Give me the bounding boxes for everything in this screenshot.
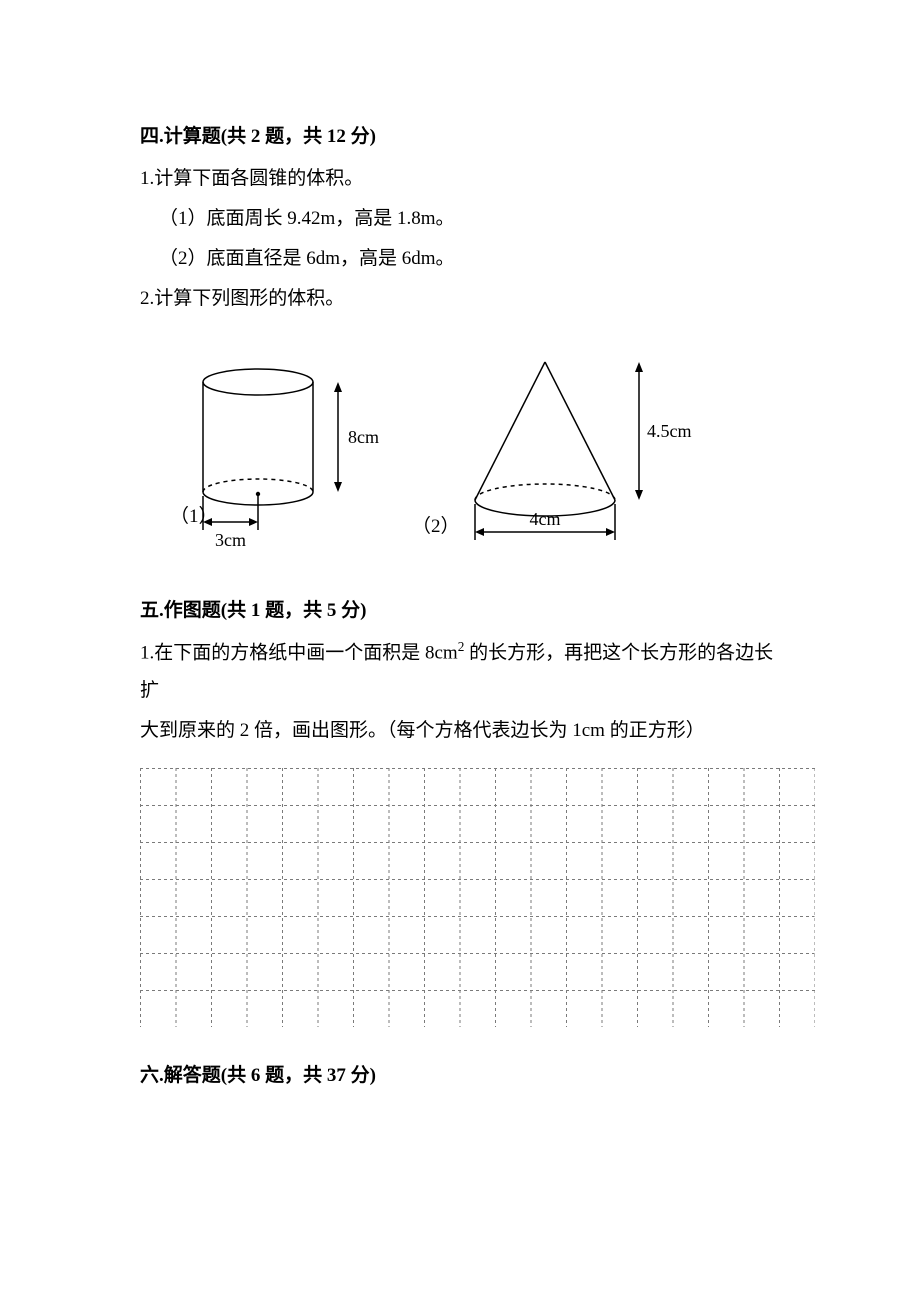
figures-svg: 8cm 3cm （1） 4.5cm 4cm （2）: [140, 342, 700, 562]
svg-text:4cm: 4cm: [530, 509, 561, 529]
cylinder-figure: 8cm 3cm （1）: [170, 369, 379, 550]
figures-row: 8cm 3cm （1） 4.5cm 4cm （2）: [140, 342, 780, 562]
section-4-heading: 四.计算题(共 2 题，共 12 分): [140, 118, 780, 156]
q4-1a: （1）底面周长 9.42m，高是 1.8m。: [140, 200, 780, 238]
q5-1-line1: 1.在下面的方格纸中画一个面积是 8cm2 的长方形，再把这个长方形的各边长扩: [140, 634, 780, 710]
q5-1-line2: 大到原来的 2 倍，画出图形。（每个方格代表边长为 1cm 的正方形）: [140, 712, 780, 750]
svg-text:4.5cm: 4.5cm: [647, 421, 692, 441]
svg-text:（2）: （2）: [412, 515, 460, 537]
section-5-heading: 五.作图题(共 1 题，共 5 分): [140, 592, 780, 630]
q4-2: 2.计算下列图形的体积。: [140, 280, 780, 318]
q4-1: 1.计算下面各圆锥的体积。: [140, 160, 780, 198]
svg-text:（1）: （1）: [170, 505, 218, 527]
cone-figure: 4.5cm 4cm （2）: [412, 362, 692, 540]
section-6-heading: 六.解答题(共 6 题，共 37 分): [140, 1057, 780, 1095]
svg-text:3cm: 3cm: [215, 530, 246, 550]
grid-wrap: [140, 768, 780, 1027]
svg-text:8cm: 8cm: [348, 427, 379, 447]
grid-svg: [140, 768, 815, 1027]
q4-1b: （2）底面直径是 6dm，高是 6dm。: [140, 240, 780, 278]
q5-1-pre: 1.在下面的方格纸中画一个面积是 8cm: [140, 642, 458, 663]
